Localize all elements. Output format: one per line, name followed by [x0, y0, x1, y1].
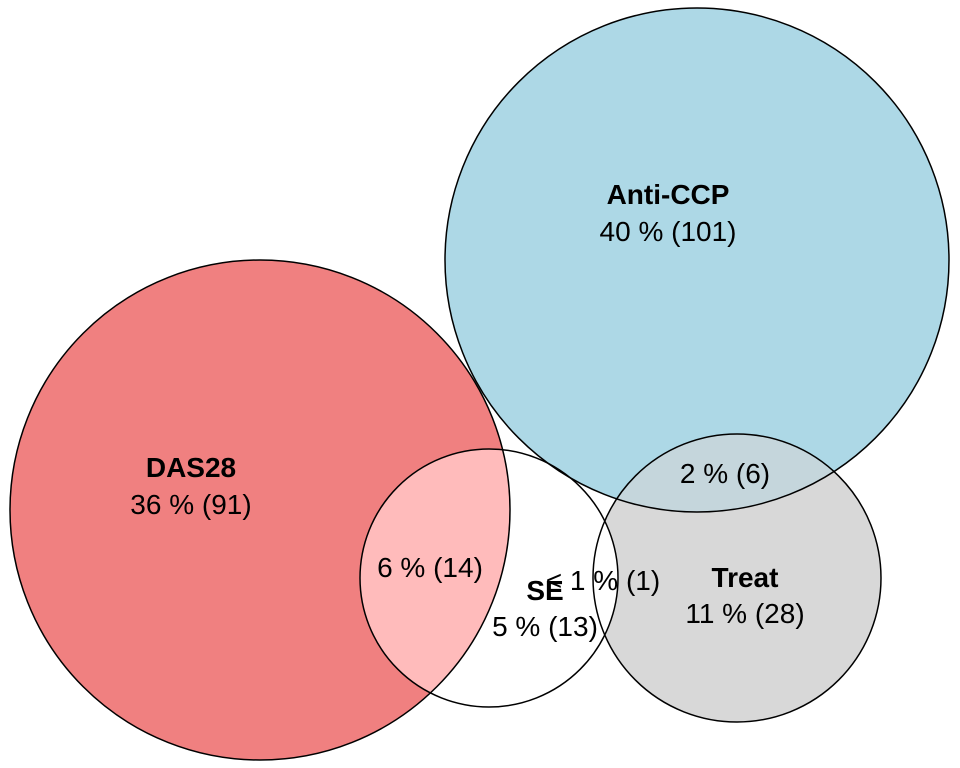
anti-ccp-treat-overlap-value: 2 % (6)	[680, 458, 770, 489]
das28-value: 36 % (91)	[130, 489, 251, 520]
treat-name: Treat	[712, 562, 779, 593]
se-treat-overlap-value: < 1 % (1)	[546, 565, 660, 596]
anti-ccp-name: Anti-CCP	[607, 179, 730, 210]
treat-value: 11 % (28)	[685, 598, 804, 629]
das28-name: DAS28	[146, 452, 236, 483]
anti-ccp-outline	[444, 7, 950, 513]
se-name: SE	[526, 575, 563, 606]
se-value: 5 % (13)	[492, 611, 598, 642]
circle-outlines	[9, 7, 950, 761]
anti-ccp-value: 40 % (101)	[600, 216, 737, 247]
das28-outline	[9, 259, 511, 761]
das28-se-overlap	[360, 449, 510, 707]
das28-se-overlap-value: 6 % (14)	[377, 552, 483, 583]
treat-outline	[592, 433, 882, 723]
anti-ccp-circle	[445, 8, 949, 512]
se-outline	[359, 448, 619, 708]
